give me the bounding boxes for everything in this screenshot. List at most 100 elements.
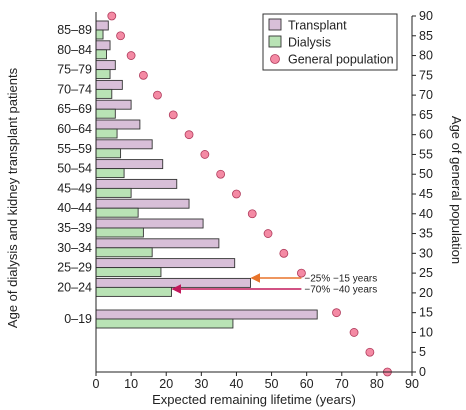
bar-transplant-55–59 [95, 139, 153, 150]
bar-dialysis-0–19 [95, 318, 234, 329]
x-tick-label: 70 [335, 377, 349, 391]
bar-transplant-80–84 [95, 40, 111, 51]
population-point [138, 70, 148, 80]
legend-box [262, 13, 398, 71]
population-point [332, 308, 341, 318]
bar-dialysis-80–84 [95, 49, 107, 60]
bar-transplant-85–89 [95, 20, 109, 31]
x-tick-label: 20 [159, 377, 173, 391]
bar-dialysis-50–54 [95, 168, 125, 179]
category-label: 55–59 [57, 142, 92, 156]
x-tick-label: 10 [124, 377, 138, 391]
bar-transplant-40–44 [95, 198, 190, 209]
bar-transplant-65–69 [95, 99, 132, 110]
y2-tick-label: 10 [419, 325, 433, 339]
bar-dialysis-40–44 [95, 207, 139, 218]
annotations: −25% −15 years−70% −40 years [171, 273, 377, 296]
population-point [200, 150, 210, 159]
x-tick-label: 90 [405, 377, 419, 391]
y-axis-title: Age of dialysis and kidney transplant pa… [5, 67, 20, 328]
y2-tick-label: 45 [419, 187, 433, 201]
x-axis-title: Expected remaining lifetime (years) [152, 392, 356, 407]
population-point [216, 169, 226, 179]
population-point [153, 90, 162, 100]
legend-swatch [268, 35, 282, 48]
x-tick-label: 50 [265, 377, 279, 391]
bar-transplant-60–64 [95, 119, 141, 130]
y2-tick-label: 55 [419, 147, 433, 161]
population-point [296, 268, 306, 278]
bar-dialysis-75–79 [95, 69, 111, 80]
bars [95, 20, 318, 329]
y2-tick-label: 75 [419, 68, 433, 82]
y2-tick-label: 35 [419, 227, 433, 241]
x-tick-label: 80 [370, 377, 384, 391]
y2-tick-label: 25 [419, 266, 433, 280]
y2-tick-label: 80 [419, 49, 433, 63]
category-label: 0–19 [64, 312, 92, 326]
legend-swatch [270, 54, 280, 64]
bar-transplant-35–39 [95, 218, 204, 229]
category-label: 70–74 [57, 82, 92, 96]
population-point [279, 248, 289, 258]
y2-tick-label: 0 [419, 365, 426, 379]
y2-tick-label: 90 [419, 9, 433, 23]
bar-dialysis-45–49 [95, 187, 132, 198]
legend-label: General population [288, 53, 394, 67]
population-point [232, 189, 241, 199]
population-point [263, 229, 273, 238]
category-label: 45–49 [57, 181, 92, 195]
bar-dialysis-35–39 [95, 227, 144, 238]
category-label: 75–79 [57, 63, 92, 77]
population-point [365, 347, 375, 357]
x-tick-label: 0 [93, 377, 100, 391]
legend-swatch [268, 18, 282, 31]
bar-transplant-30–34 [95, 238, 220, 249]
bar-transplant-50–54 [95, 159, 164, 170]
axes: 85–89 80–84 75–79 70–74 65–69 60–64 55–59 50–54… [5, 9, 464, 407]
annotation-label: −70% −40 years [304, 285, 377, 296]
legend: Transplant Dialysis General population [262, 13, 398, 71]
population-point [168, 110, 178, 120]
category-label: 20–24 [57, 280, 92, 294]
y2-tick-label: 40 [419, 207, 433, 221]
y2-tick-label: 85 [419, 29, 433, 43]
bar-transplant-20–24 [95, 277, 251, 288]
bar-dialysis-85–89 [95, 29, 104, 40]
category-label: 60–64 [57, 122, 92, 136]
legend-label: Transplant [288, 19, 347, 33]
category-label: 85–89 [57, 23, 92, 37]
bar-dialysis-55–59 [95, 148, 122, 159]
y2-tick-label: 60 [419, 128, 433, 142]
category-label: 50–54 [57, 162, 92, 176]
bar-transplant-25–29 [95, 258, 236, 269]
category-label: 35–39 [57, 221, 92, 235]
population-point [247, 209, 257, 219]
population-point [349, 328, 359, 337]
x-tick-label: 30 [194, 377, 208, 391]
bar-transplant-70–74 [95, 79, 123, 90]
y2-tick-label: 15 [419, 306, 433, 320]
category-label: 25–29 [57, 261, 92, 275]
y2-tick-label: 65 [419, 108, 433, 122]
x-tick-label: 60 [300, 377, 314, 391]
bar-dialysis-20–24 [95, 286, 172, 297]
y2-tick-label: 5 [419, 345, 426, 359]
y2-tick-label: 20 [419, 286, 433, 300]
population-point [107, 11, 117, 21]
y2-tick-label: 30 [419, 246, 433, 260]
x-tick-label: 40 [229, 377, 243, 391]
category-label: 80–84 [57, 43, 92, 57]
bar-dialysis-70–74 [95, 88, 113, 99]
bar-dialysis-30–34 [95, 247, 153, 258]
category-label: 65–69 [57, 102, 92, 116]
category-label: 40–44 [57, 201, 92, 215]
population-point [126, 51, 136, 60]
bar-dialysis-65–69 [95, 108, 116, 119]
y2-tick-label: 50 [419, 167, 433, 181]
annotation-label: −25% −15 years [304, 274, 377, 285]
bar-transplant-0–19 [95, 309, 318, 320]
population-point [116, 31, 125, 41]
y2-tick-label: 70 [419, 88, 433, 102]
